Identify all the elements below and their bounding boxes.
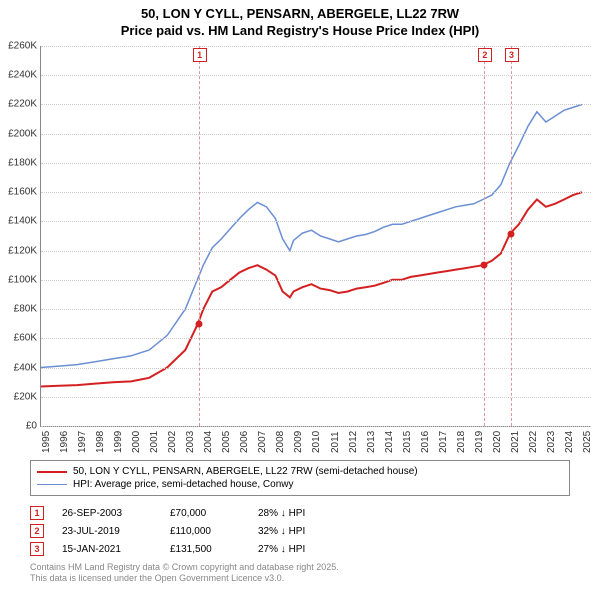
events-table: 1 26-SEP-2003 £70,000 28% ↓ HPI 2 23-JUL-2019… [30, 504, 570, 558]
event-date: 15-JAN-2021 [62, 544, 152, 555]
x-tick-label: 2006 [239, 431, 250, 453]
event-marker-box: 2 [478, 48, 492, 62]
y-tick-label: £80K [1, 304, 37, 315]
x-tick-label: 2016 [420, 431, 431, 453]
y-tick-label: £20K [1, 391, 37, 402]
y-tick-label: £60K [1, 333, 37, 344]
event-dot [195, 320, 202, 327]
footer-line1: Contains HM Land Registry data © Crown c… [30, 562, 339, 572]
x-tick-label: 2013 [366, 431, 377, 453]
legend-row: 50, LON Y CYLL, PENSARN, ABERGELE, LL22 … [37, 465, 563, 478]
y-tick-label: £240K [1, 70, 37, 81]
gridline-h [41, 338, 591, 339]
y-tick-label: £180K [1, 157, 37, 168]
gridline-h [41, 75, 591, 76]
x-tick-label: 2019 [474, 431, 485, 453]
event-delta: 32% ↓ HPI [258, 526, 305, 537]
legend-swatch [37, 471, 67, 473]
x-tick-label: 2008 [275, 431, 286, 453]
event-marker-line [199, 46, 200, 426]
y-tick-label: £120K [1, 245, 37, 256]
x-tick-label: 2015 [402, 431, 413, 453]
gridline-h [41, 397, 591, 398]
x-tick-label: 2023 [546, 431, 557, 453]
footer-attribution: Contains HM Land Registry data © Crown c… [30, 562, 339, 584]
legend-label: 50, LON Y CYLL, PENSARN, ABERGELE, LL22 … [73, 466, 418, 477]
x-tick-label: 2012 [348, 431, 359, 453]
legend-box: 50, LON Y CYLL, PENSARN, ABERGELE, LL22 … [30, 460, 570, 496]
x-tick-label: 2014 [384, 431, 395, 453]
x-tick-label: 2021 [510, 431, 521, 453]
event-index-box: 3 [30, 542, 44, 556]
x-tick-label: 2017 [438, 431, 449, 453]
x-tick-label: 1999 [113, 431, 124, 453]
event-row: 1 26-SEP-2003 £70,000 28% ↓ HPI [30, 504, 570, 522]
gridline-h [41, 192, 591, 193]
event-index-box: 1 [30, 506, 44, 520]
x-tick-label: 2018 [456, 431, 467, 453]
event-index-box: 2 [30, 524, 44, 538]
gridline-h [41, 368, 591, 369]
event-marker-line [484, 46, 485, 426]
y-tick-label: £200K [1, 128, 37, 139]
x-tick-label: 2020 [492, 431, 503, 453]
gridline-h [41, 280, 591, 281]
footer-line2: This data is licensed under the Open Gov… [30, 573, 284, 583]
event-row: 2 23-JUL-2019 £110,000 32% ↓ HPI [30, 522, 570, 540]
y-tick-label: £160K [1, 187, 37, 198]
gridline-h [41, 104, 591, 105]
legend-swatch [37, 484, 67, 485]
x-tick-label: 2011 [330, 431, 341, 453]
x-tick-label: 2024 [564, 431, 575, 453]
x-tick-label: 2007 [257, 431, 268, 453]
event-price: £131,500 [170, 544, 240, 555]
y-tick-label: £260K [1, 41, 37, 52]
y-tick-label: £140K [1, 216, 37, 227]
x-tick-label: 1997 [77, 431, 88, 453]
event-delta: 27% ↓ HPI [258, 544, 305, 555]
event-date: 23-JUL-2019 [62, 526, 152, 537]
gridline-h [41, 134, 591, 135]
event-date: 26-SEP-2003 [62, 508, 152, 519]
title-line2: Price paid vs. HM Land Registry's House … [121, 23, 480, 38]
gridline-h [41, 163, 591, 164]
legend-row: HPI: Average price, semi-detached house,… [37, 478, 563, 491]
gridline-h [41, 46, 591, 47]
y-tick-label: £0 [1, 421, 37, 432]
x-tick-label: 2002 [167, 431, 178, 453]
event-price: £70,000 [170, 508, 240, 519]
gridline-h [41, 221, 591, 222]
gridline-h [41, 426, 591, 427]
x-tick-label: 2025 [582, 431, 593, 453]
event-marker-box: 3 [505, 48, 519, 62]
event-marker-box: 1 [193, 48, 207, 62]
y-tick-label: £100K [1, 274, 37, 285]
y-tick-label: £40K [1, 362, 37, 373]
x-tick-label: 2004 [203, 431, 214, 453]
chart-title: 50, LON Y CYLL, PENSARN, ABERGELE, LL22 … [0, 0, 600, 40]
gridline-h [41, 251, 591, 252]
event-delta: 28% ↓ HPI [258, 508, 305, 519]
x-tick-label: 1998 [95, 431, 106, 453]
y-tick-label: £220K [1, 99, 37, 110]
x-tick-label: 2005 [221, 431, 232, 453]
x-tick-label: 1996 [59, 431, 70, 453]
x-tick-label: 2022 [528, 431, 539, 453]
x-tick-label: 2000 [131, 431, 142, 453]
x-tick-label: 2009 [293, 431, 304, 453]
x-tick-label: 2001 [149, 431, 160, 453]
event-price: £110,000 [170, 526, 240, 537]
title-line1: 50, LON Y CYLL, PENSARN, ABERGELE, LL22 … [141, 6, 459, 21]
x-tick-label: 1995 [41, 431, 52, 453]
legend-label: HPI: Average price, semi-detached house,… [73, 479, 294, 490]
event-dot [507, 230, 514, 237]
event-row: 3 15-JAN-2021 £131,500 27% ↓ HPI [30, 540, 570, 558]
gridline-h [41, 309, 591, 310]
x-tick-label: 2003 [185, 431, 196, 453]
series-line-hpi [41, 105, 582, 368]
event-dot [480, 262, 487, 269]
chart-plot-area: £0£20K£40K£60K£80K£100K£120K£140K£160K£1… [40, 46, 591, 427]
x-tick-label: 2010 [311, 431, 322, 453]
